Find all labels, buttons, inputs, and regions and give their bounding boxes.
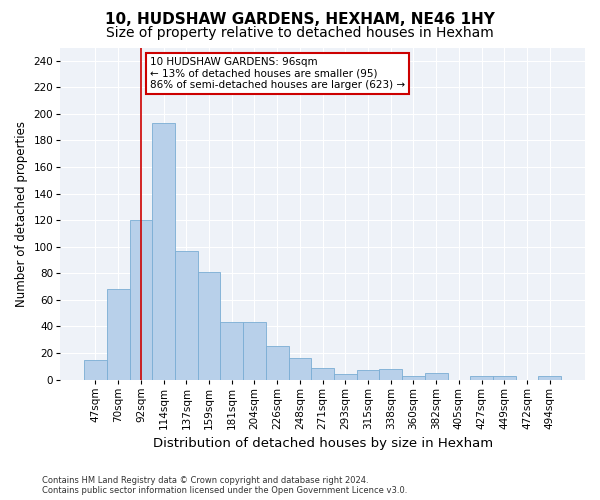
Bar (197, 272, 220, 380)
Y-axis label: Number of detached properties: Number of detached properties (15, 120, 28, 306)
Bar (289, 358, 311, 380)
Bar (356, 370, 379, 380)
X-axis label: Distribution of detached houses by size in Hexham: Distribution of detached houses by size … (152, 437, 493, 450)
Bar (311, 368, 334, 380)
Text: Size of property relative to detached houses in Hexham: Size of property relative to detached ho… (106, 26, 494, 40)
Bar (243, 322, 266, 380)
Bar (130, 220, 152, 380)
Bar (84, 360, 107, 380)
Bar (470, 376, 493, 380)
Bar (152, 123, 175, 380)
Bar (402, 376, 425, 380)
Bar (493, 376, 516, 380)
Text: 10 HUDSHAW GARDENS: 96sqm
← 13% of detached houses are smaller (95)
86% of semi-: 10 HUDSHAW GARDENS: 96sqm ← 13% of detac… (150, 57, 405, 90)
Bar (107, 290, 130, 380)
Text: 10, HUDSHAW GARDENS, HEXHAM, NE46 1HY: 10, HUDSHAW GARDENS, HEXHAM, NE46 1HY (105, 12, 495, 28)
Bar (220, 322, 243, 380)
Text: Contains HM Land Registry data © Crown copyright and database right 2024.
Contai: Contains HM Land Registry data © Crown c… (42, 476, 407, 495)
Bar (379, 369, 402, 380)
Bar (425, 373, 448, 380)
Bar (334, 374, 356, 380)
Bar (266, 346, 289, 380)
Bar (538, 376, 561, 380)
Bar (175, 250, 197, 380)
